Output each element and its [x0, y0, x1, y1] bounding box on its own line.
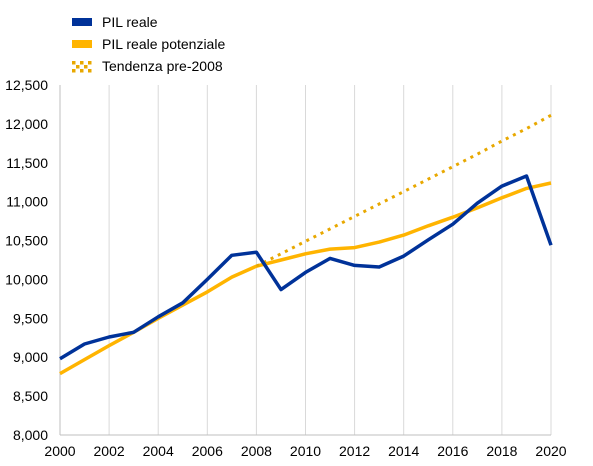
- y-tick-label: 10,500: [5, 233, 48, 249]
- y-tick-label: 11,000: [6, 194, 48, 210]
- x-tick-label: 2004: [143, 443, 174, 459]
- x-tick-label: 2002: [94, 443, 125, 459]
- x-axis-tick-labels: 2000 2002 2004 2006 2008 2010 2012 2014 2016 2018…: [44, 443, 566, 459]
- x-tick-label: 2000: [44, 443, 75, 459]
- y-tick-label: 9,500: [13, 310, 48, 326]
- series-line-0: [59, 174, 553, 361]
- legend-swatch-dot: [88, 69, 92, 73]
- y-axis-tick-labels: 8,000 8,500 9,000 9,500 10,000 10,500 11,000 11…: [5, 77, 48, 443]
- y-tick-label: 8,000: [13, 427, 48, 443]
- y-tick-label: 12,500: [5, 77, 48, 93]
- y-tick-label: 10,000: [5, 271, 48, 287]
- legend-swatch-dot: [72, 61, 76, 65]
- legend-swatch-1: [72, 40, 92, 48]
- legend-swatch-dot: [80, 69, 84, 73]
- legend-swatch-0: [72, 18, 92, 26]
- x-tick-label: 2010: [290, 443, 321, 459]
- y-tick-label: 12,000: [5, 116, 48, 132]
- x-tick-label: 2016: [437, 443, 468, 459]
- legend-swatch-dot: [88, 61, 92, 65]
- y-tick-label: 11,500: [6, 155, 48, 171]
- vertical-gridlines: [108, 85, 552, 435]
- y-tick-label: 8,500: [13, 388, 48, 404]
- x-tick-label: 2012: [339, 443, 370, 459]
- legend-label-1: PIL reale potenziale: [102, 36, 225, 52]
- x-tick-label: 2020: [535, 443, 566, 459]
- x-tick-label: 2014: [388, 443, 419, 459]
- legend-label-2: Tendenza pre-2008: [102, 58, 223, 74]
- series-lines: [59, 113, 553, 376]
- x-tick-label: 2008: [241, 443, 272, 459]
- legend-swatch-dot: [84, 65, 88, 69]
- legend-label-0: PIL reale: [102, 14, 158, 30]
- legend: PIL reale PIL reale potenziale Tendenza pr…: [72, 14, 225, 74]
- x-tick-label: 2018: [486, 443, 517, 459]
- x-tick-label: 2006: [192, 443, 223, 459]
- axes: [59, 85, 551, 436]
- legend-swatch-dot: [72, 69, 76, 73]
- y-tick-label: 9,000: [13, 349, 48, 365]
- legend-swatch-dot: [80, 61, 84, 65]
- legend-swatch-dot: [76, 65, 80, 69]
